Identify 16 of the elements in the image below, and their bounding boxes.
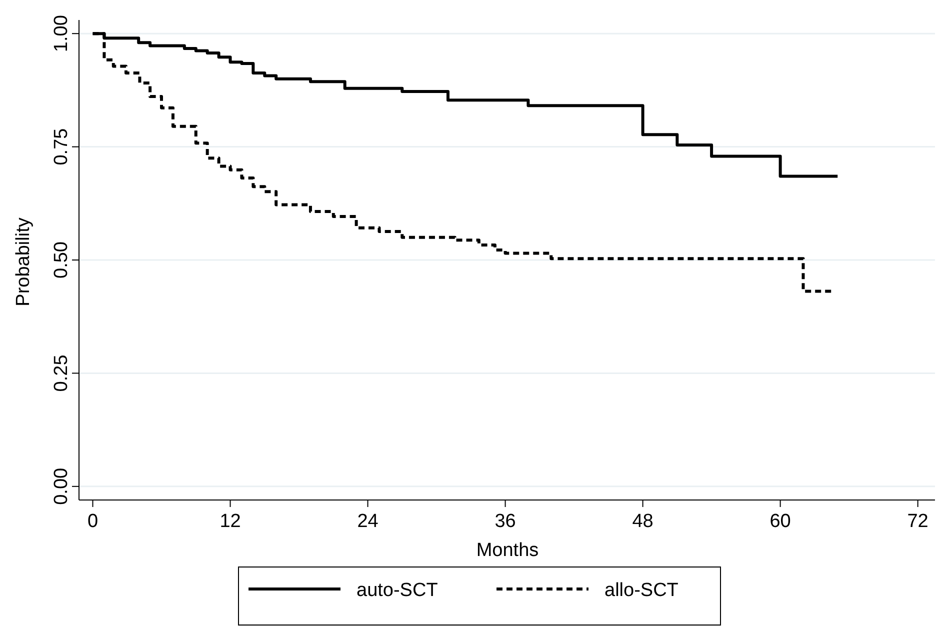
y-tick-label: 0.25 — [51, 354, 72, 392]
legend-label: auto-SCT — [356, 580, 438, 601]
x-tick-label: 72 — [907, 511, 928, 532]
x-tick-label: 12 — [220, 511, 241, 532]
y-tick-label: 0.50 — [51, 242, 72, 278]
x-tick-label: 24 — [357, 511, 379, 532]
y-tick-label: 0.75 — [51, 128, 72, 166]
y-tick-label: 0.00 — [51, 468, 72, 505]
x-tick-label: 0 — [87, 511, 98, 532]
x-tick-label: 60 — [770, 511, 791, 532]
y-tick-label: 1.00 — [51, 15, 72, 52]
legend-label: allo-SCT — [604, 580, 679, 601]
x-tick-label: 36 — [494, 511, 516, 532]
y-axis-title: Probability — [13, 217, 34, 306]
x-tick-label: 48 — [632, 511, 654, 532]
x-axis-title: Months — [476, 540, 539, 561]
